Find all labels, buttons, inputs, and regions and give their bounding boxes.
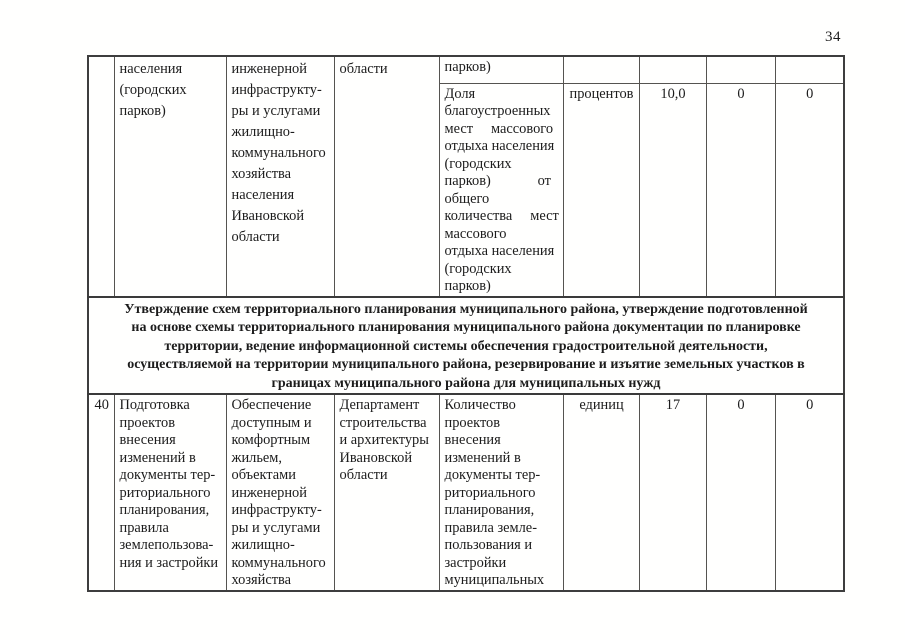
cell-40-number: 40 <box>87 393 115 592</box>
cell-cont-unit-empty <box>562 55 640 84</box>
cell-40-unit: единиц <box>562 393 640 592</box>
cell-40-task: Подготовка проектов внесения изменений в… <box>113 393 227 592</box>
table-row-continuation: населения (городских парков) инженерной … <box>87 55 845 297</box>
cell-indicator2-fact1: 0 <box>705 82 776 297</box>
cell-indicator2-plan: 10,0 <box>638 82 707 297</box>
indicators-table: населения (городских парков) инженерной … <box>87 55 845 592</box>
cell-40-plan: 17 <box>638 393 707 592</box>
cell-cont-fact-empty-1 <box>705 55 776 84</box>
cell-40-indicator: Количество проектов внесения изменений в… <box>438 393 564 592</box>
table-row-indicator2: Доля благоустроенных мест массового отды… <box>88 82 845 297</box>
cell-cont-goal: инженерной инфраструкту- ры и услугами ж… <box>225 55 335 297</box>
cell-40-fact2: 0 <box>774 393 845 592</box>
table-row-section-header: Утверждение схем территориального планир… <box>87 295 845 396</box>
cell-indicator2-unit: процентов <box>562 82 640 297</box>
cell-indicator2-fact2: 0 <box>774 82 845 297</box>
section-header-text: Утверждение схем территориального планир… <box>87 295 845 396</box>
cell-cont-task: населения (городских парков) <box>113 55 227 297</box>
cell-40-executor: Департамент строительства и архитектуры … <box>333 393 440 592</box>
cell-cont-fact-empty-2 <box>774 55 845 84</box>
page-number: 34 <box>825 29 841 45</box>
cell-indicator2-text: Доля благоустроенных мест массового отды… <box>438 82 564 297</box>
cell-cont-number <box>87 55 115 297</box>
cell-cont-plan-empty <box>638 55 707 84</box>
table-row-40: 40 Подготовка проектов внесения изменени… <box>87 393 845 592</box>
cell-40-goal: Обеспечение доступным и комфортным жилье… <box>225 393 335 592</box>
cell-cont-executor: области <box>333 55 440 297</box>
cell-40-fact1: 0 <box>705 393 776 592</box>
cell-cont-indicator-tail: парков) <box>438 55 564 84</box>
